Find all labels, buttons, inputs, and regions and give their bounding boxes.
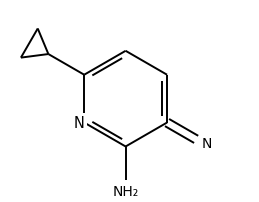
Text: N: N (74, 116, 85, 130)
Text: NH₂: NH₂ (112, 184, 139, 198)
Text: N: N (202, 136, 212, 150)
